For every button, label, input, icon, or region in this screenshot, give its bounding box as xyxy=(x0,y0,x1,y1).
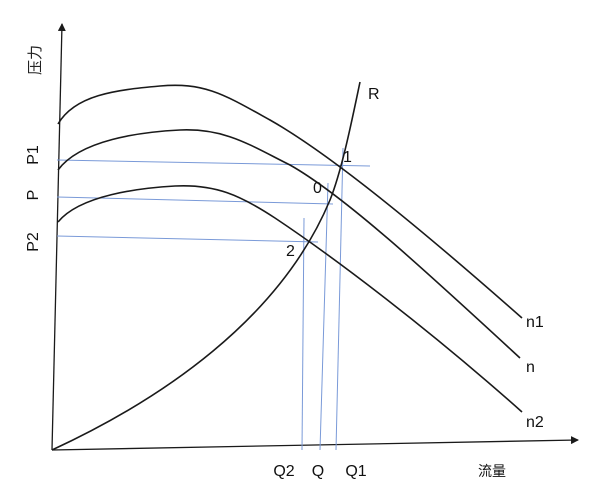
y-tick-p1: P1 xyxy=(25,145,42,165)
curve-n2 xyxy=(57,184,523,413)
label-r: R xyxy=(368,86,380,103)
x-axis xyxy=(51,436,579,451)
y-tick-p: P xyxy=(25,190,42,201)
label-n1: n1 xyxy=(526,314,544,331)
point-label-2: 2 xyxy=(286,243,295,260)
x-tick-q1: Q1 xyxy=(345,463,366,480)
guide-p xyxy=(56,196,334,205)
point-label-1: 1 xyxy=(343,149,352,166)
label-n2: n2 xyxy=(526,414,544,431)
guide-p2 xyxy=(56,235,319,243)
curve-n xyxy=(57,129,521,359)
guide-q2 xyxy=(301,217,305,451)
guide-q xyxy=(319,182,329,451)
x-axis-title: 流量 xyxy=(478,463,506,479)
curve-n1 xyxy=(57,84,523,319)
guide-p1 xyxy=(56,159,371,167)
label-n: n xyxy=(526,359,535,376)
y-axis-title: 压力 xyxy=(26,45,44,75)
y-tick-p2: P2 xyxy=(25,232,42,252)
x-tick-q: Q xyxy=(312,463,324,480)
curve-r xyxy=(51,81,361,451)
guide-q1 xyxy=(335,147,344,451)
x-tick-q2: Q2 xyxy=(273,463,294,480)
y-axis xyxy=(51,23,66,451)
point-label-0: 0 xyxy=(313,180,322,197)
